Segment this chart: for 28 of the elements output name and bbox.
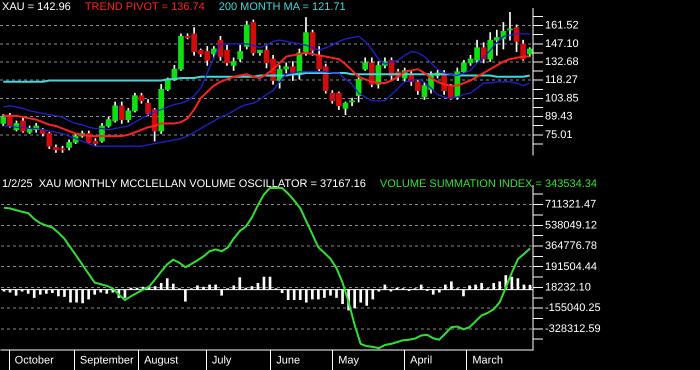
x-tick-label: April [410,354,432,367]
x-tick-label: October [14,354,54,367]
x-tick-label: June [276,354,300,367]
x-tick-label: August [144,354,178,367]
text: VOLUME SUMMATION INDEX = 343534.34 [380,178,597,190]
text: 1/2/25 XAU MONTHLY MCCLELLAN VOLUME OSCILLATOR = 37167.16 [2,178,366,190]
y-tick-label: 364776.78 [545,240,597,252]
y-tick-label: 191504.44 [545,260,597,273]
text: TREND PIVOT = 136.74 [84,1,205,13]
x-tick-label: May [338,354,360,367]
annotation: XAU = 142.96 [2,1,71,13]
y-tick-label: -155040.25 [545,302,601,314]
candlestick [507,12,513,40]
y-tick-label: 89.43 [545,110,573,123]
x-tick-label: September [80,354,134,367]
y-tick-label: 538049.12 [545,219,597,232]
y-tick-label: 18232.10 [545,281,591,294]
y-tick-label: -328312.59 [545,322,601,335]
y-tick-label: 75.01 [545,128,573,141]
y-tick-label: 711321.47 [545,198,596,211]
y-tick-label: 147.10 [545,38,579,50]
y-tick-label: 161.52 [545,20,579,32]
x-tick-label: March [472,354,503,367]
x-tick-label: July [212,354,232,367]
text: 200 MONTH MA = 121.71 [218,1,346,13]
y-tick-label: 118.27 [545,74,578,86]
y-tick-label: 103.85 [545,92,579,104]
y-tick-label: 132.68 [545,56,579,68]
